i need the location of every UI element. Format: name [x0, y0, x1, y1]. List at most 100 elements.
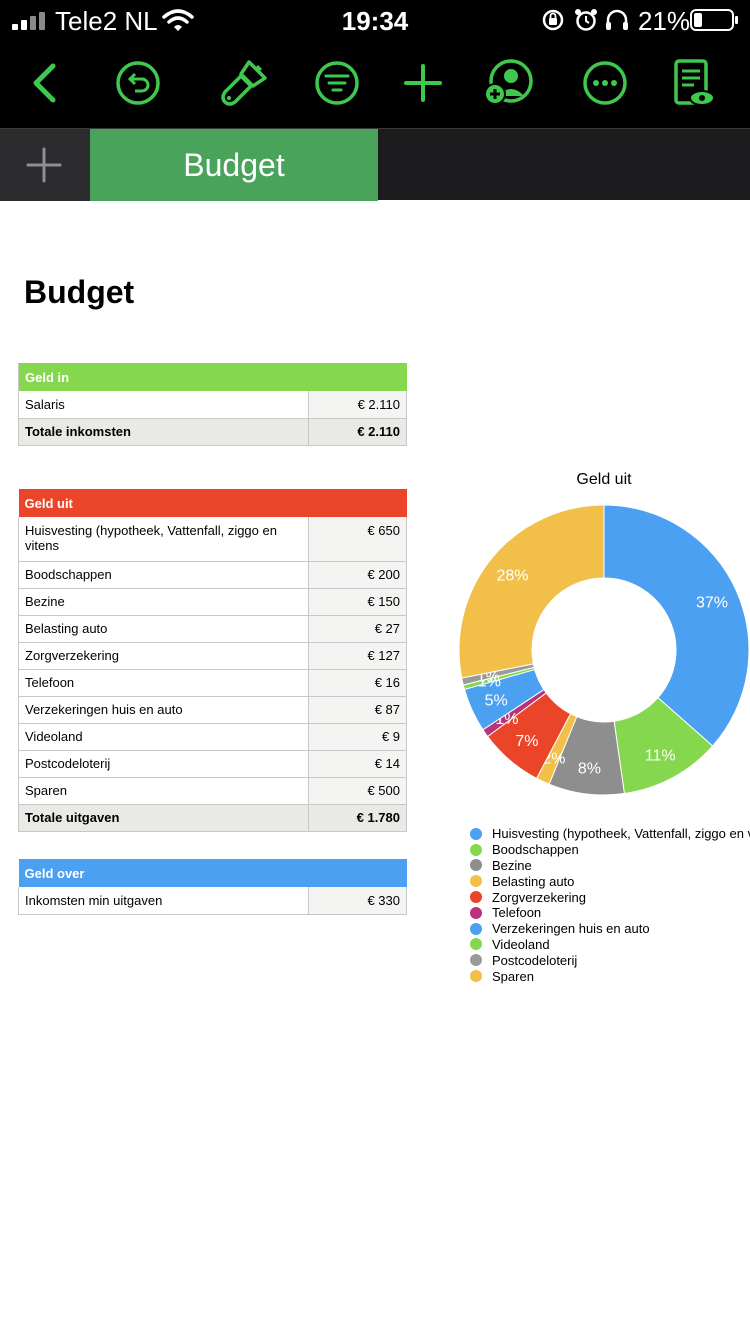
expenses-table: Geld uit Huisvesting (hypotheek, Vattenf…	[18, 489, 407, 832]
filter-icon	[315, 61, 359, 105]
total-amount[interactable]: € 2.110	[308, 417, 407, 446]
signal-strength-icon	[12, 12, 45, 30]
headphones-icon	[606, 9, 628, 30]
row-amount[interactable]: € 330	[308, 887, 407, 915]
legend-label: Huisvesting (hypotheek, Vattenfall, zigg…	[492, 826, 750, 842]
legend-label: Postcodeloterij	[492, 952, 578, 968]
format-brush-icon	[221, 60, 267, 106]
pie-slice[interactable]	[603, 504, 750, 747]
table-row[interactable]: Videoland € 9	[18, 723, 407, 751]
slice-data-label: 8%	[578, 761, 601, 778]
legend-item: Postcodeloterij	[470, 952, 750, 968]
legend-swatch	[470, 970, 482, 983]
table-row[interactable]: Verzekeringen huis en auto € 87	[18, 696, 407, 724]
legend-label: Videoland	[492, 936, 550, 952]
legend-item: Sparen	[470, 968, 750, 984]
sheet-tab-bar: Budget	[0, 128, 750, 201]
legend-label: Boodschappen	[492, 842, 579, 858]
legend-swatch	[470, 922, 482, 935]
collaborate-icon	[484, 59, 533, 105]
row-amount[interactable]: € 127	[308, 642, 407, 670]
legend-item: Belasting auto	[470, 873, 750, 889]
row-label[interactable]: Bezine	[18, 588, 309, 616]
chart-title: Geld uit	[576, 471, 632, 488]
table-row[interactable]: Postcodeloterij € 14	[18, 750, 407, 778]
row-amount[interactable]: € 150	[308, 588, 407, 616]
legend-swatch	[470, 859, 482, 872]
more-button[interactable]	[580, 58, 630, 108]
leftover-header: Geld over	[18, 859, 407, 887]
total-label[interactable]: Totale uitgaven	[18, 803, 309, 832]
format-button[interactable]	[219, 58, 269, 108]
slice-data-label: 5%	[485, 692, 508, 709]
legend-label: Bezine	[492, 857, 532, 873]
pie-slice[interactable]	[458, 504, 605, 679]
legend-item: Zorgverzekering	[470, 889, 750, 905]
total-row[interactable]: Totale inkomsten € 2.110	[18, 417, 407, 446]
table-row[interactable]: Inkomsten min uitgaven € 330	[18, 887, 407, 915]
expenses-header: Geld uit	[18, 489, 407, 517]
table-row[interactable]: Telefoon € 16	[18, 669, 407, 697]
row-amount[interactable]: € 87	[308, 696, 407, 724]
carrier-name: Tele2 NL	[55, 6, 158, 36]
back-icon	[33, 63, 56, 103]
sort-filter-button[interactable]	[312, 58, 362, 108]
wifi-icon	[162, 9, 194, 31]
row-amount[interactable]: € 16	[308, 669, 407, 697]
row-label[interactable]: Zorgverzekering	[18, 642, 309, 670]
table-row[interactable]: Salaris € 2.110	[18, 391, 407, 419]
slice-data-label: 28%	[496, 568, 528, 585]
add-sheet-button[interactable]	[0, 129, 90, 201]
row-label[interactable]: Huisvesting (hypotheek, Vattenfall, zigg…	[18, 517, 309, 562]
table-row[interactable]: Belasting auto € 27	[18, 615, 407, 643]
total-label[interactable]: Totale inkomsten	[18, 417, 309, 446]
add-button[interactable]	[398, 58, 448, 108]
collaborate-button[interactable]	[483, 58, 533, 108]
total-row[interactable]: Totale uitgaven € 1.780	[18, 803, 407, 832]
row-label[interactable]: Salaris	[18, 391, 309, 419]
donut-chart[interactable]: 37%11%8%2%7%1%5%1%1%28%	[458, 504, 750, 796]
battery-percentage: 21%	[638, 6, 691, 36]
reader-view-button[interactable]	[670, 58, 720, 108]
row-label[interactable]: Boodschappen	[18, 561, 309, 589]
status-bar: Tele2 NL 19:34 21%	[0, 0, 750, 40]
row-label[interactable]: Inkomsten min uitgaven	[18, 887, 309, 915]
legend-label: Telefoon	[492, 905, 542, 921]
tab-budget[interactable]: Budget	[90, 129, 378, 201]
table-row[interactable]: Huisvesting (hypotheek, Vattenfall, zigg…	[18, 517, 407, 562]
legend-swatch	[470, 954, 482, 967]
chart-legend: Huisvesting (hypotheek, Vattenfall, zigg…	[470, 826, 750, 984]
table-row[interactable]: Boodschappen € 200	[18, 561, 407, 589]
row-label[interactable]: Belasting auto	[18, 615, 309, 643]
legend-item: Videoland	[470, 937, 750, 953]
rotation-lock-icon	[542, 9, 564, 31]
row-amount[interactable]: € 2.110	[308, 391, 407, 419]
row-label[interactable]: Telefoon	[18, 669, 309, 697]
plus-icon	[26, 147, 62, 183]
legend-item: Verzekeringen huis en auto	[470, 921, 750, 937]
total-amount[interactable]: € 1.780	[308, 803, 407, 832]
row-amount[interactable]: € 650	[308, 517, 407, 562]
legend-swatch	[470, 875, 482, 888]
row-label[interactable]: Postcodeloterij	[18, 750, 309, 778]
income-header: Geld in	[18, 363, 407, 391]
undo-icon	[116, 61, 160, 105]
row-label[interactable]: Sparen	[18, 777, 309, 805]
row-amount[interactable]: € 14	[308, 750, 407, 778]
row-amount[interactable]: € 200	[308, 561, 407, 589]
legend-label: Verzekeringen huis en auto	[492, 921, 650, 937]
undo-button[interactable]	[113, 58, 163, 108]
row-amount[interactable]: € 27	[308, 615, 407, 643]
row-label[interactable]: Videoland	[18, 723, 309, 751]
legend-item: Telefoon	[470, 905, 750, 921]
legend-swatch	[470, 891, 482, 904]
row-amount[interactable]: € 500	[308, 777, 407, 805]
battery-icon	[690, 9, 738, 31]
row-amount[interactable]: € 9	[308, 723, 407, 751]
table-row[interactable]: Bezine € 150	[18, 588, 407, 616]
row-label[interactable]: Verzekeringen huis en auto	[18, 696, 309, 724]
slice-data-label: 7%	[515, 733, 538, 750]
back-button[interactable]	[20, 58, 70, 108]
table-row[interactable]: Sparen € 500	[18, 777, 407, 805]
table-row[interactable]: Zorgverzekering € 127	[18, 642, 407, 670]
